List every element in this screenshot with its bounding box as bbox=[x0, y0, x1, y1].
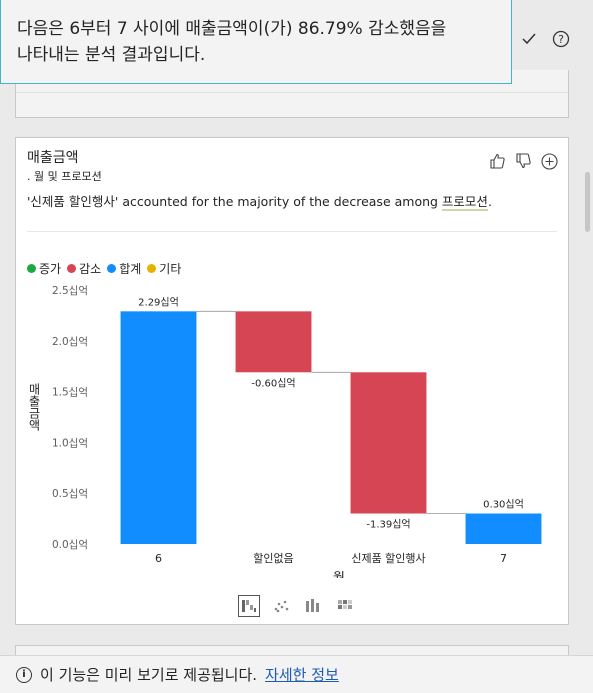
svg-text:?: ? bbox=[558, 33, 564, 46]
footer-text: 이 기능은 미리 보기로 제공됩니다. bbox=[40, 666, 258, 684]
legend-item-other[interactable]: 기타 bbox=[147, 260, 181, 277]
legend-label-total: 합계 bbox=[119, 262, 142, 276]
scrollbar-thumb[interactable] bbox=[585, 172, 590, 232]
x-tick-label: 7 bbox=[500, 552, 507, 565]
thumbs-down-icon[interactable] bbox=[514, 152, 532, 170]
next-insight-card bbox=[15, 645, 569, 655]
y-tick-label: 0.0십억 bbox=[52, 539, 88, 551]
column-chart-icon[interactable] bbox=[302, 595, 324, 617]
y-tick-label: 1.5십억 bbox=[52, 387, 88, 399]
x-tick-label: 6 bbox=[155, 552, 162, 565]
legend-dot-total bbox=[107, 264, 117, 273]
narrative-highlight: 프로모션 bbox=[441, 194, 488, 211]
help-icon[interactable]: ? bbox=[552, 30, 570, 48]
y-axis-title: 매출금액 bbox=[27, 383, 41, 431]
data-label: -0.60십억 bbox=[251, 377, 295, 389]
tooltip-line-2: 나타내는 분석 결과입니다. bbox=[17, 45, 206, 65]
waterfall-chart-icon[interactable] bbox=[238, 595, 260, 617]
legend-label-increase: 증가 bbox=[39, 262, 62, 276]
waterfall-bar bbox=[465, 513, 542, 544]
tooltip-line-1: 다음은 6부터 7 사이에 매출금액이(가) 86.79% 감소했음을 bbox=[17, 19, 447, 39]
narrative-suffix: . bbox=[487, 194, 492, 209]
waterfall-bar bbox=[120, 311, 197, 544]
legend-item-increase[interactable]: 증가 bbox=[27, 260, 61, 277]
check-icon[interactable] bbox=[520, 30, 538, 48]
legend-dot-increase bbox=[27, 264, 36, 273]
chart-legend: 증가 감소 합계 기타 bbox=[27, 260, 181, 277]
y-tick-label: 1.0십억 bbox=[52, 437, 88, 449]
y-tick-label: 0.5십억 bbox=[52, 488, 88, 500]
y-tick-label: 2.5십억 bbox=[52, 285, 88, 297]
waterfall-bar bbox=[235, 311, 312, 373]
legend-item-decrease[interactable]: 감소 bbox=[67, 260, 101, 277]
waterfall-bar bbox=[350, 372, 427, 514]
card-title: 매출금액 bbox=[27, 150, 79, 166]
card-actions bbox=[488, 152, 558, 170]
card-divider bbox=[27, 231, 557, 232]
chart-type-switcher bbox=[238, 595, 356, 617]
legend-item-total[interactable]: 합계 bbox=[107, 260, 141, 277]
scatter-chart-icon[interactable] bbox=[270, 595, 292, 617]
y-tick-label: 2.0십억 bbox=[52, 336, 88, 348]
data-label: 0.30십억 bbox=[483, 499, 524, 511]
insight-narrative: '신제품 할인행사' accounted for the majority of… bbox=[27, 191, 492, 211]
x-axis-title: 월 bbox=[333, 571, 345, 578]
card-subtitle: . 월 및 프로모션 bbox=[27, 170, 102, 183]
narrative-prefix: '신제품 할인행사' accounted for the majority of… bbox=[27, 194, 442, 209]
learn-more-link[interactable]: 자세한 정보 bbox=[265, 666, 339, 684]
legend-dot-decrease bbox=[67, 264, 77, 273]
data-label: -1.39십억 bbox=[366, 519, 410, 531]
insight-tooltip: 다음은 6부터 7 사이에 매출금액이(가) 86.79% 감소했음을 나타내는… bbox=[0, 0, 512, 84]
legend-label-decrease: 감소 bbox=[79, 262, 102, 276]
info-icon: i bbox=[16, 666, 32, 683]
x-tick-label: 신제품 할인행사 bbox=[351, 552, 425, 565]
add-icon[interactable] bbox=[540, 152, 558, 170]
top-toolbar: ? bbox=[520, 30, 570, 48]
legend-label-other: 기타 bbox=[159, 262, 182, 276]
matrix-chart-icon[interactable] bbox=[334, 595, 356, 617]
data-label: 2.29십억 bbox=[138, 296, 179, 308]
x-tick-label: 할인없음 bbox=[253, 552, 293, 565]
thumbs-up-icon[interactable] bbox=[488, 152, 506, 170]
legend-dot-other bbox=[147, 264, 157, 273]
insight-card: 매출금액 . 월 및 프로모션 '신제품 할인행사' accounted for… bbox=[15, 137, 569, 625]
preview-footer: i 이 기능은 미리 보기로 제공됩니다. 자세한 정보 bbox=[0, 655, 593, 693]
